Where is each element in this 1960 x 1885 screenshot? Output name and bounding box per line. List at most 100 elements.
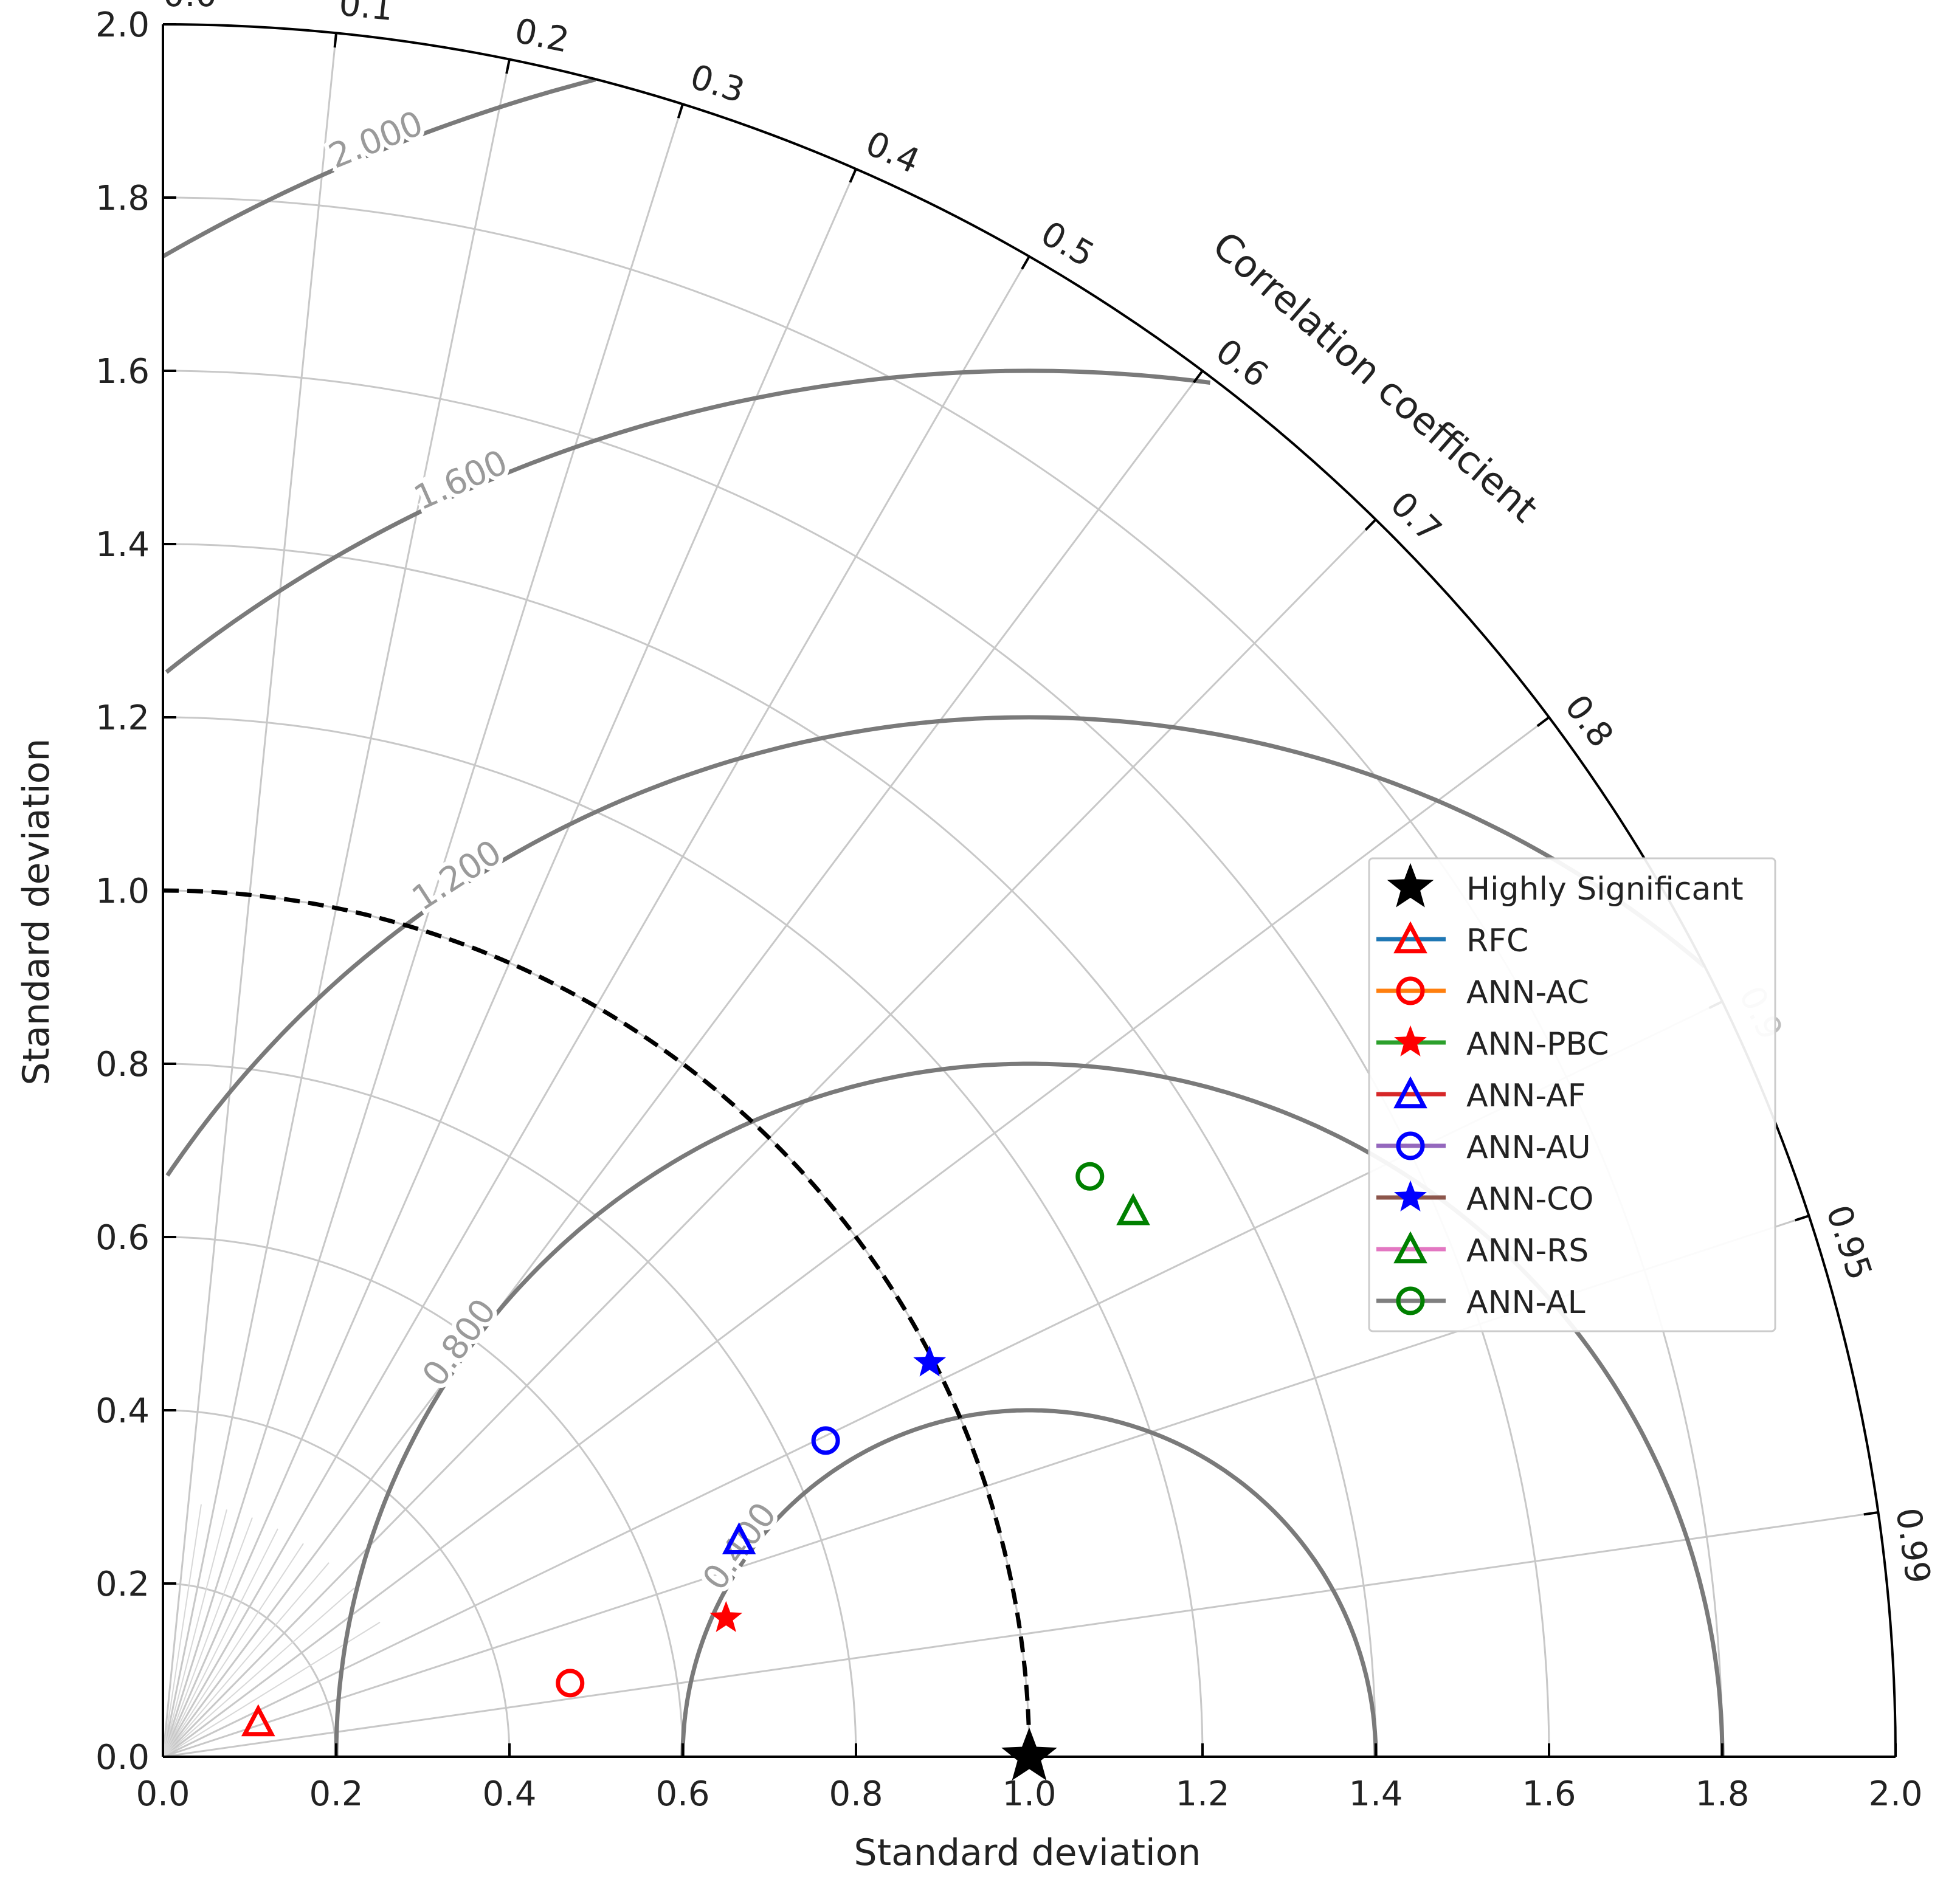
legend-label: ANN-AL xyxy=(1466,1284,1586,1321)
correlation-tick-label: 0.1 xyxy=(337,0,395,29)
legend-box xyxy=(1368,857,1776,1332)
std-grid-arc xyxy=(162,1409,511,1757)
legend-marker xyxy=(1393,921,1427,954)
legend-label: ANN-RS xyxy=(1466,1233,1589,1269)
rms-contour-label: 0.800 xyxy=(415,1292,504,1394)
x-tick-label: 1.4 xyxy=(1348,1774,1403,1814)
correlation-grid-line xyxy=(162,1511,1879,1758)
rms-contour-label: 1.200 xyxy=(405,832,509,918)
correlation-minor-line xyxy=(162,1587,355,1757)
legend: Highly Significant RFC ANN-AC ANN-PBC ANN-AF… xyxy=(1368,857,1776,1332)
x-tick-label: 0.4 xyxy=(482,1774,536,1814)
std-grid-arc xyxy=(162,196,1724,1757)
correlation-minor-line xyxy=(162,1562,330,1757)
correlation-minor-line xyxy=(162,1509,227,1757)
correlation-tick xyxy=(1021,255,1030,270)
y-tick-label: 1.0 xyxy=(95,872,150,911)
correlation-tick xyxy=(677,103,684,119)
legend-label-reference: Highly Significant xyxy=(1466,871,1744,908)
reference-std-arc xyxy=(162,888,1032,1757)
correlation-tick xyxy=(1536,716,1550,728)
correlation-minor-line xyxy=(162,1528,278,1757)
correlation-tick-label: 0.7 xyxy=(1382,484,1449,551)
std-grid-arc xyxy=(162,1236,684,1757)
std-grid-arc xyxy=(162,370,1550,1757)
outer-correlation-arc xyxy=(162,23,1897,1757)
std-grid-arc xyxy=(162,1063,857,1757)
std-grid-arc xyxy=(162,1582,337,1757)
correlation-tick xyxy=(1192,370,1204,384)
std-grid-arc xyxy=(162,716,1204,1757)
correlation-minor-line xyxy=(162,1543,304,1757)
correlation-tick-label: 0.8 xyxy=(1557,687,1621,754)
correlation-grid-line xyxy=(162,103,684,1757)
correlation-tick xyxy=(333,33,337,48)
y-tick-label: 1.2 xyxy=(95,698,150,738)
rms-contour-label: 2.000 xyxy=(323,103,429,176)
data-point-ann-pbc xyxy=(709,1601,743,1632)
rms-contour xyxy=(162,77,596,258)
reference-star-marker xyxy=(1001,1727,1057,1781)
data-point-ann-rs xyxy=(1116,1193,1150,1225)
legend-label: ANN-AU xyxy=(1466,1129,1591,1166)
legend-label: ANN-CO xyxy=(1466,1181,1593,1218)
x-tick-label: 1.8 xyxy=(1695,1774,1749,1814)
correlation-minor-line xyxy=(162,1517,253,1757)
correlation-grid-line xyxy=(162,370,1204,1757)
x-tick-label: 1.0 xyxy=(1002,1774,1056,1814)
legend-label: ANN-AF xyxy=(1466,1078,1586,1114)
y-tick-label: 1.6 xyxy=(95,352,150,391)
correlation-tick-label: 0.99 xyxy=(1888,1506,1938,1587)
correlation-tick xyxy=(1364,519,1377,531)
rms-contour xyxy=(680,1408,1378,1757)
legend-label: ANN-AC xyxy=(1466,974,1589,1011)
std-grid-arc xyxy=(162,543,1377,1757)
x-tick-label: 1.2 xyxy=(1175,1774,1229,1814)
x-axis-label: Standard deviation xyxy=(854,1832,1201,1874)
legend-marker xyxy=(1396,1131,1425,1160)
correlation-tick xyxy=(1795,1215,1810,1222)
data-point-ann-af xyxy=(722,1522,756,1555)
rms-contour xyxy=(334,1061,1725,1757)
y-tick-label: 0.6 xyxy=(95,1218,150,1258)
correlation-grid-line xyxy=(162,256,1030,1757)
y-tick-label: 1.4 xyxy=(95,525,150,565)
correlation-tick-label: 0.4 xyxy=(860,124,925,182)
x-tick-label: 1.6 xyxy=(1522,1774,1576,1814)
data-point-ann-co xyxy=(913,1345,947,1377)
y-axis-label: Standard deviation xyxy=(15,739,58,1086)
correlation-tick-label: 0.2 xyxy=(511,11,572,60)
data-point-rfc xyxy=(241,1704,275,1737)
x-tick-label: 0.8 xyxy=(829,1774,883,1814)
marker-layer xyxy=(241,1162,1150,1781)
x-tick-label: 0.0 xyxy=(136,1774,190,1814)
y-tick-label: 1.8 xyxy=(95,179,150,218)
data-point-ann-ac xyxy=(556,1669,585,1698)
x-tick-label: 2.0 xyxy=(1868,1774,1922,1814)
y-tick-label: 0.8 xyxy=(95,1045,150,1084)
correlation-tick-label: 0.3 xyxy=(686,57,749,111)
y-tick-label: 0.0 xyxy=(95,1738,150,1777)
y-tick-label: 0.4 xyxy=(95,1391,150,1431)
legend-marker xyxy=(1393,1231,1427,1264)
correlation-tick xyxy=(849,168,857,183)
rms-contour xyxy=(165,715,1706,1177)
data-point-ann-au xyxy=(811,1426,840,1455)
legend-marker xyxy=(1396,976,1425,1005)
x-tick-label: 0.6 xyxy=(655,1774,709,1814)
legend-label: RFC xyxy=(1466,923,1528,959)
legend-marker xyxy=(1394,1180,1427,1211)
correlation-tick-label: 0.0 xyxy=(163,0,217,15)
correlation-tick xyxy=(505,59,511,74)
legend-marker-reference xyxy=(1387,863,1434,908)
rms-contour-label: 1.600 xyxy=(409,443,514,519)
y-tick-label: 0.2 xyxy=(95,1565,150,1604)
legend-label: ANN-PBC xyxy=(1466,1026,1609,1063)
rms-contour xyxy=(165,368,1211,674)
legend-marker xyxy=(1393,1076,1427,1109)
correlation-tick-label: 0.6 xyxy=(1209,331,1275,395)
rms-contour-label: 0.400 xyxy=(695,1495,784,1597)
legend-marker xyxy=(1394,1025,1427,1056)
correlation-grid-line xyxy=(162,168,857,1757)
